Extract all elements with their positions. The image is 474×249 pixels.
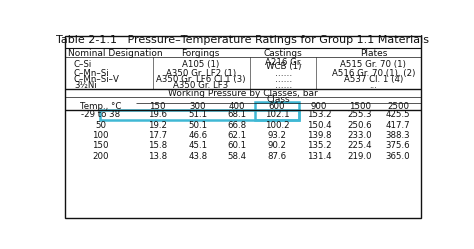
Text: 100.2: 100.2	[264, 121, 289, 130]
Text: A350 Gr. LF2 (1): A350 Gr. LF2 (1)	[165, 69, 236, 78]
Text: 375.6: 375.6	[386, 141, 410, 150]
Text: 1500: 1500	[348, 102, 371, 111]
Text: 139.8: 139.8	[307, 131, 331, 140]
Text: 2500: 2500	[387, 102, 409, 111]
Text: A216 Gr.: A216 Gr.	[264, 58, 302, 67]
Text: A515 Gr. 70 (1): A515 Gr. 70 (1)	[340, 60, 406, 69]
Text: 68.1: 68.1	[227, 110, 246, 119]
Text: 50.1: 50.1	[188, 121, 208, 130]
Text: 100: 100	[92, 131, 109, 140]
Text: 90.2: 90.2	[267, 141, 286, 150]
Text: Forgings: Forgings	[182, 49, 220, 58]
Text: 300: 300	[190, 102, 206, 111]
Text: C–Si: C–Si	[74, 60, 92, 69]
Text: 400: 400	[228, 102, 245, 111]
Text: 153.2: 153.2	[307, 110, 331, 119]
Text: 50: 50	[95, 121, 106, 130]
Text: ……: ……	[275, 69, 292, 78]
Text: 233.0: 233.0	[347, 131, 372, 140]
Text: 51.1: 51.1	[188, 110, 208, 119]
Text: C–Mn–Si: C–Mn–Si	[74, 69, 109, 78]
Text: Working Pressure by Classes, bar: Working Pressure by Classes, bar	[168, 89, 318, 98]
Text: ...: ...	[369, 81, 377, 90]
Text: 46.6: 46.6	[188, 131, 208, 140]
Text: 150.4: 150.4	[307, 121, 331, 130]
Text: A105 (1): A105 (1)	[182, 60, 219, 69]
Text: 219.0: 219.0	[347, 152, 372, 161]
Text: 417.7: 417.7	[386, 121, 410, 130]
Text: 45.1: 45.1	[188, 141, 208, 150]
Text: 388.3: 388.3	[386, 131, 410, 140]
Text: -29 to 38: -29 to 38	[81, 110, 120, 119]
Text: 93.2: 93.2	[267, 131, 286, 140]
Text: 62.1: 62.1	[227, 131, 246, 140]
Text: 135.2: 135.2	[307, 141, 331, 150]
Text: A350 Gr. LF6 Cl 1 (3): A350 Gr. LF6 Cl 1 (3)	[156, 75, 246, 84]
Text: 250.6: 250.6	[347, 121, 372, 130]
Text: 225.4: 225.4	[347, 141, 372, 150]
Text: 19.6: 19.6	[148, 110, 167, 119]
Text: 60.1: 60.1	[227, 141, 246, 150]
Text: 87.6: 87.6	[267, 152, 286, 161]
Text: Nominal Designation: Nominal Designation	[68, 49, 163, 58]
Text: 58.4: 58.4	[227, 152, 246, 161]
Bar	[100, 110, 299, 120]
Text: Castings: Castings	[264, 49, 303, 58]
Text: Table 2-1.1   Pressure–Temperature Ratings for Group 1.1 Materials: Table 2-1.1 Pressure–Temperature Ratings…	[56, 35, 429, 45]
Text: A350 Gr. LF3: A350 Gr. LF3	[173, 81, 228, 90]
Text: 15.8: 15.8	[148, 141, 167, 150]
Text: A516 Gr. 70 (1), (2): A516 Gr. 70 (1), (2)	[332, 69, 415, 78]
Text: 3½Ni: 3½Ni	[74, 81, 97, 90]
Text: 43.8: 43.8	[188, 152, 208, 161]
Text: WCB (1): WCB (1)	[265, 62, 301, 71]
Text: 131.4: 131.4	[307, 152, 331, 161]
Text: 365.0: 365.0	[386, 152, 410, 161]
Text: C–Mn–Si–V: C–Mn–Si–V	[74, 75, 120, 84]
Text: Plates: Plates	[360, 49, 387, 58]
Bar	[255, 102, 299, 120]
Text: 600: 600	[269, 102, 285, 111]
Text: 255.3: 255.3	[347, 110, 372, 119]
Text: 19.2: 19.2	[148, 121, 167, 130]
Text: 17.7: 17.7	[148, 131, 167, 140]
Text: 150: 150	[92, 141, 109, 150]
Text: 13.8: 13.8	[148, 152, 167, 161]
Text: 900: 900	[311, 102, 328, 111]
Text: Temp., °C: Temp., °C	[80, 102, 121, 111]
Text: 150: 150	[149, 102, 166, 111]
Text: 425.5: 425.5	[386, 110, 410, 119]
Text: ……: ……	[275, 81, 292, 90]
Text: ……: ……	[275, 75, 292, 84]
Text: Class: Class	[267, 95, 291, 104]
Text: 200: 200	[92, 152, 109, 161]
Text: 102.1: 102.1	[264, 110, 289, 119]
Text: 66.8: 66.8	[227, 121, 246, 130]
Text: A537 Cl. 1 (4): A537 Cl. 1 (4)	[344, 75, 403, 84]
